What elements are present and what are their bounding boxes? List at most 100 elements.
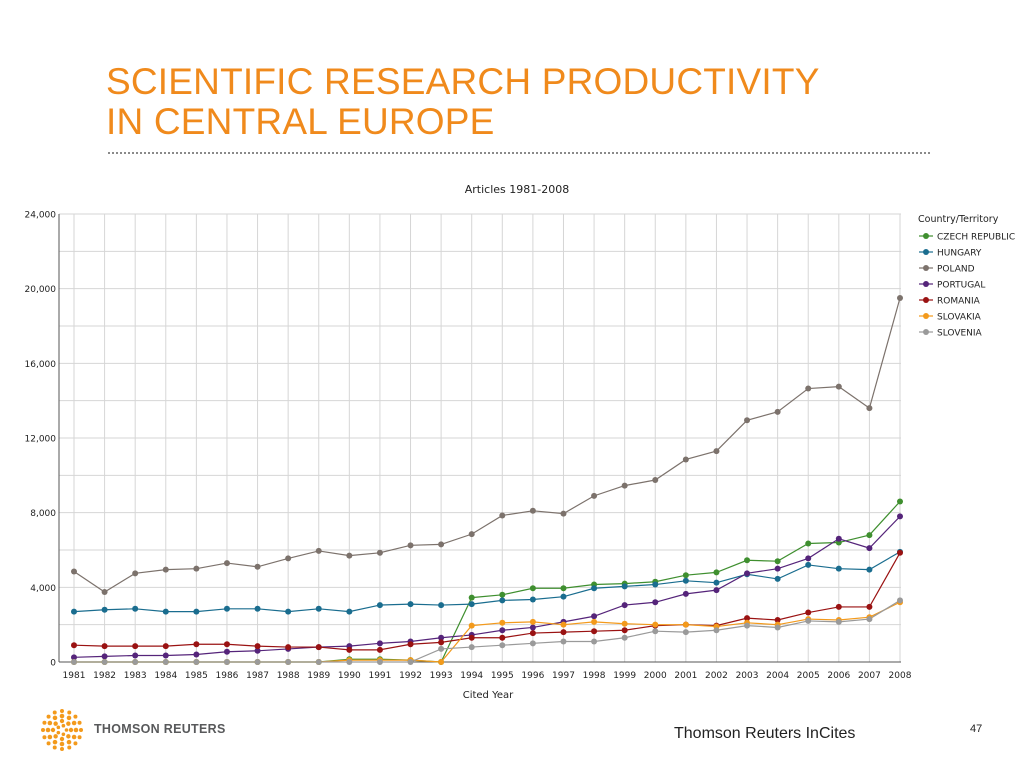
data-point-hungary [499, 597, 506, 604]
y-tick-label: 24,000 [25, 211, 57, 221]
y-tick-label: 12,000 [25, 435, 57, 445]
data-point-hungary [315, 605, 322, 612]
data-point-poland [805, 385, 812, 392]
data-point-poland [315, 547, 322, 554]
data-point-hungary [652, 581, 659, 588]
data-point-poland [101, 589, 108, 595]
series-line-portugal [73, 515, 901, 658]
data-point-slovenia [101, 659, 108, 665]
logo-dot [73, 741, 78, 746]
logo-dot [61, 732, 66, 737]
data-point-hungary [805, 561, 812, 568]
data-point-hungary [101, 606, 108, 613]
series-line-romania [73, 552, 901, 651]
legend-swatch-marker [923, 297, 929, 303]
data-point-poland [162, 566, 169, 573]
data-point-slovakia [438, 659, 445, 665]
slide-title: SCIENTIFIC RESEARCH PRODUCTIVITY IN CENT… [106, 62, 820, 142]
x-tick-label: 1996 [521, 671, 544, 681]
data-point-slovenia [529, 640, 536, 647]
logo-dot [53, 721, 58, 726]
x-tick-label: 1998 [583, 671, 606, 681]
data-point-slovenia [162, 659, 169, 665]
series-line-poland [73, 297, 901, 593]
data-point-hungary [376, 602, 383, 609]
data-point-portugal [866, 545, 873, 552]
legend-swatch-marker [923, 233, 929, 239]
x-tick-label: 2001 [674, 671, 697, 681]
data-point-hungary [591, 585, 598, 592]
title-divider [108, 152, 930, 154]
series-line-slovenia [74, 599, 901, 663]
data-point-portugal [438, 634, 445, 641]
x-tick-label: 2004 [766, 671, 789, 681]
data-point-slovakia [621, 620, 628, 627]
data-point-poland [468, 531, 475, 538]
legend-title: Country/Territory [918, 214, 999, 225]
data-point-czech-republic [774, 558, 781, 565]
data-point-poland [407, 542, 414, 549]
legend-entry-label: ROMANIA [937, 297, 981, 307]
logo-dot [79, 728, 83, 732]
footer-source: Thomson Reuters InCites [674, 725, 856, 742]
data-point-poland [376, 549, 383, 556]
data-point-slovakia [468, 622, 475, 629]
data-point-poland [193, 565, 200, 572]
data-point-slovakia [499, 619, 506, 626]
data-point-portugal [71, 654, 77, 661]
data-point-portugal [774, 565, 781, 572]
logo-dot [53, 734, 58, 739]
series-line-hungary [73, 551, 901, 613]
data-point-portugal [682, 590, 689, 597]
logo-dot [66, 739, 72, 745]
data-point-romania [315, 644, 322, 651]
data-point-romania [897, 549, 903, 556]
logo-dot [45, 727, 51, 733]
data-point-poland [346, 552, 353, 559]
data-point-poland [897, 295, 903, 301]
logo-dot [68, 727, 74, 733]
x-tick-label: 1991 [368, 671, 391, 681]
legend-swatch-marker [923, 265, 929, 271]
data-point-poland [621, 482, 628, 489]
data-point-romania [621, 627, 628, 634]
data-point-poland [866, 405, 873, 412]
data-point-romania [346, 646, 353, 653]
data-point-slovenia [315, 659, 322, 665]
logo-dot [46, 741, 51, 746]
logo-dot [56, 725, 61, 730]
data-point-romania [438, 639, 445, 646]
data-point-romania [774, 617, 781, 623]
data-point-romania [101, 643, 108, 650]
thomson-reuters-logo [38, 708, 238, 752]
x-tick-label: 1989 [307, 671, 330, 681]
data-point-slovenia [223, 659, 230, 665]
data-point-slovenia [193, 659, 200, 665]
x-tick-label: 1999 [613, 671, 636, 681]
logo-dot [67, 710, 72, 715]
legend-entry-label: SLOVAKIA [937, 313, 982, 323]
x-tick-label: 2007 [858, 671, 881, 681]
logo-dot [52, 715, 58, 721]
data-point-czech-republic [805, 540, 812, 547]
y-tick-label: 20,000 [25, 285, 57, 295]
y-tick-label: 4,000 [30, 584, 56, 594]
x-tick-label: 1997 [552, 671, 575, 681]
data-point-portugal [223, 648, 230, 655]
data-point-slovenia [407, 659, 414, 665]
logo-dot [66, 721, 71, 726]
data-point-hungary [468, 601, 475, 608]
logo-dot [64, 728, 69, 732]
logo-dot [60, 709, 64, 713]
logo-dot [66, 715, 72, 721]
data-point-hungary [346, 608, 353, 615]
logo-dot [77, 735, 82, 740]
data-point-hungary [713, 579, 720, 586]
data-point-slovenia [468, 644, 475, 651]
data-point-romania [805, 609, 812, 616]
data-point-hungary [71, 608, 77, 615]
data-point-poland [713, 448, 720, 455]
data-point-romania [560, 629, 567, 636]
data-point-hungary [223, 605, 230, 612]
data-point-slovenia [774, 624, 781, 631]
